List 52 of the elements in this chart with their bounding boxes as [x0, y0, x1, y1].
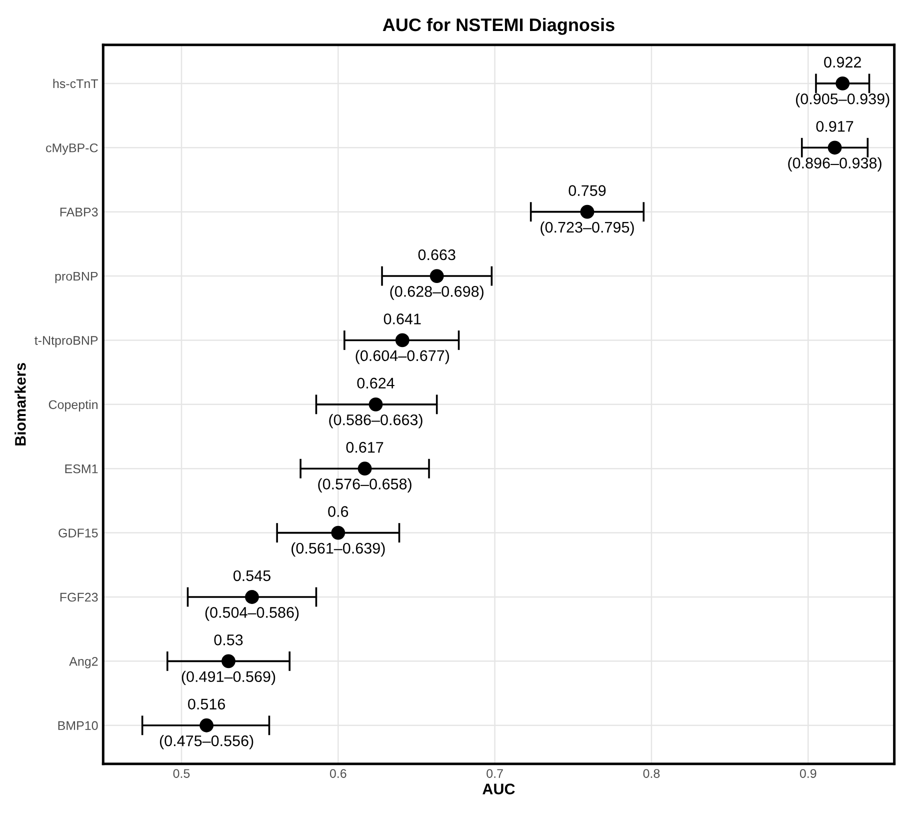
annotation: (0.504–0.586): [205, 606, 299, 621]
annotation: (0.905–0.939): [796, 93, 890, 108]
chart-title: AUC for NSTEMI Diagnosis: [382, 18, 614, 35]
data-label: 0.663: [418, 249, 456, 260]
data-label: 0.617: [346, 442, 384, 453]
point: [828, 140, 842, 155]
data-label: 0.624: [357, 378, 394, 389]
x-tick-label: 0.7: [486, 769, 503, 778]
annotation: (0.896–0.938): [788, 157, 882, 172]
point: [222, 654, 236, 668]
annotation: (0.604–0.677): [356, 350, 450, 364]
annotation: (0.475–0.556): [160, 735, 254, 750]
y-tick-label: t-NtproBNP: [34, 336, 98, 348]
y-tick-label: Copeptin: [48, 400, 98, 412]
point: [331, 526, 346, 540]
data-label: 0.759: [568, 185, 606, 196]
data-label: 0.917: [816, 120, 854, 132]
point: [368, 397, 383, 412]
y-axis-title: Biomarkers: [14, 363, 26, 446]
annotation: (0.561–0.639): [292, 542, 385, 557]
point: [430, 269, 444, 283]
point: [200, 718, 214, 732]
y-tick-label: BMP10: [58, 721, 98, 730]
point: [358, 462, 372, 476]
data-label: 0.6: [328, 506, 348, 517]
y-tick-label: GDF15: [58, 528, 98, 538]
point: [580, 204, 594, 219]
data-label: 0.641: [384, 314, 421, 324]
annotation: (0.576–0.658): [318, 478, 412, 492]
annotation: (0.723–0.795): [540, 221, 634, 236]
y-tick-label: ESM1: [65, 464, 98, 474]
annotation: (0.586–0.663): [329, 414, 422, 428]
point: [836, 76, 850, 90]
y-tick-label: Ang2: [69, 656, 98, 668]
data-label: 0.922: [824, 56, 861, 68]
data-label: 0.545: [233, 570, 270, 582]
data-label: 0.53: [214, 634, 243, 646]
y-tick-label: FGF23: [60, 592, 98, 602]
x-tick-label: 0.6: [330, 769, 346, 778]
point: [395, 333, 410, 348]
x-tick-label: 0.5: [173, 769, 190, 778]
y-tick-label: cMyBP-C: [46, 143, 98, 155]
x-axis-title: AUC: [482, 784, 515, 794]
data-label: 0.516: [188, 698, 225, 710]
annotation: (0.628–0.698): [390, 286, 484, 300]
annotation: (0.491–0.569): [182, 670, 276, 686]
y-tick-label: proBNP: [55, 272, 98, 284]
x-tick-label: 0.8: [643, 769, 660, 778]
point: [245, 590, 259, 604]
y-tick-label: hs-cTnT: [53, 78, 98, 88]
x-tick-label: 0.9: [800, 769, 816, 778]
y-tick-label: FABP3: [60, 208, 98, 216]
